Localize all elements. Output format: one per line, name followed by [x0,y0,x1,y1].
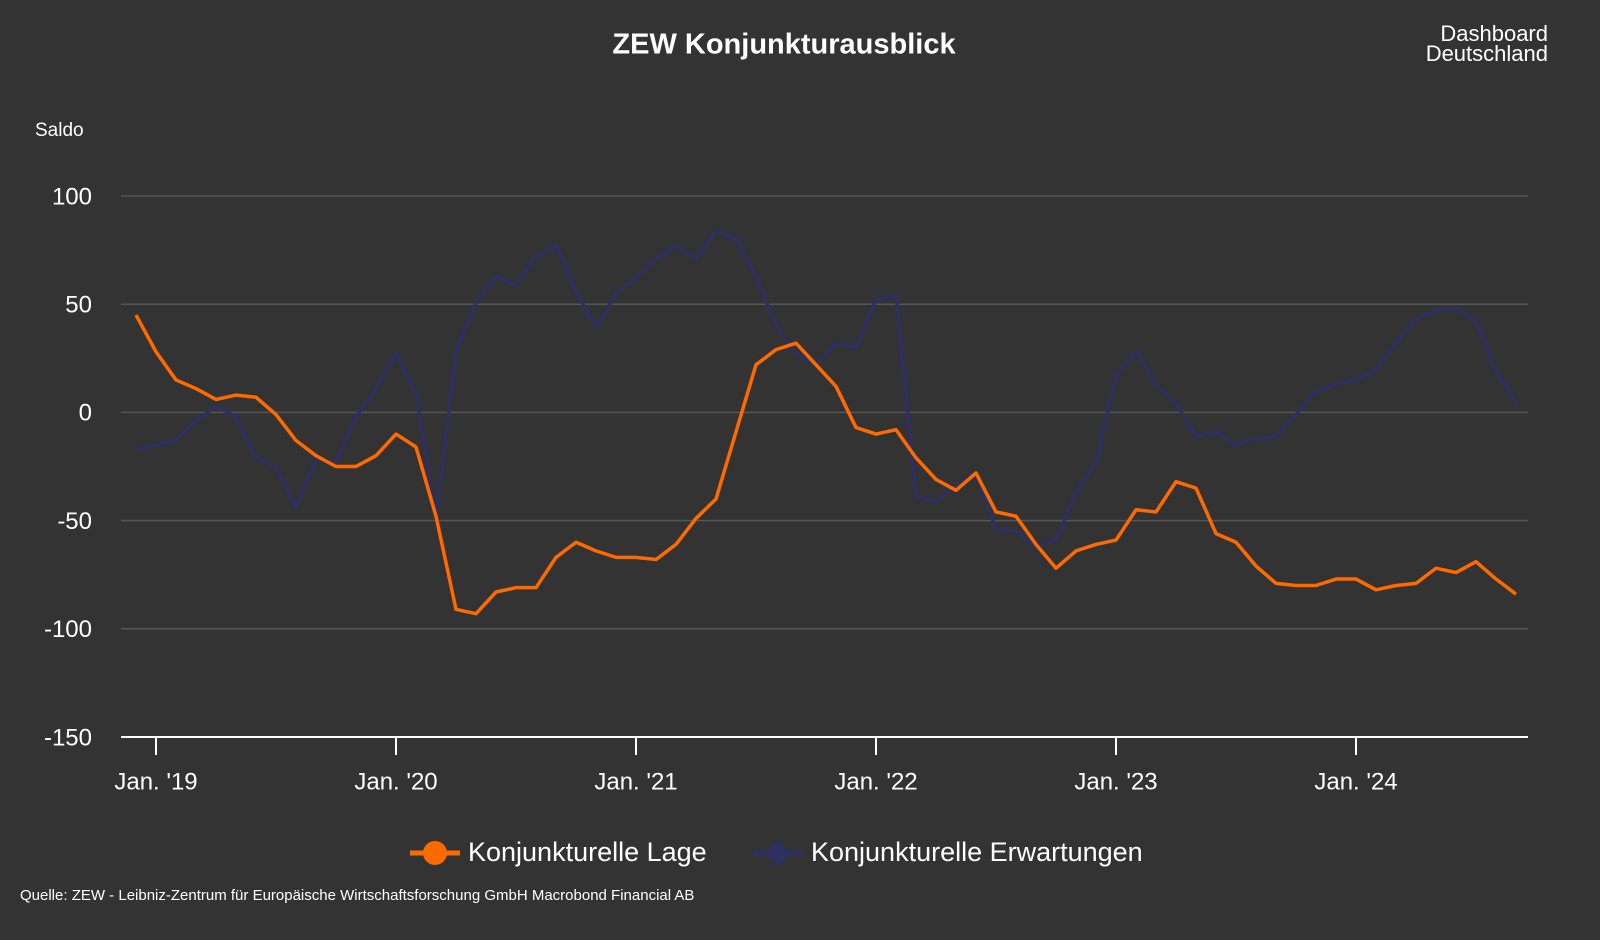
y-tick-label: 0 [79,400,92,427]
x-tick-label: Jan. '22 [834,768,917,795]
x-tick-label: Jan. '19 [114,768,197,795]
source: Quelle: ZEW - Leibniz-Zentrum für Europä… [20,887,694,904]
y-tick-label: -100 [44,616,92,643]
legend-label: Konjunkturelle Lage [468,837,707,867]
y-axis-label: Saldo [35,120,84,141]
x-tick-label: Jan. '20 [354,768,437,795]
chart-title: ZEW Konjunkturausblick [612,29,956,61]
legend-marker [423,841,447,865]
x-tick-label: Jan. '24 [1314,768,1397,795]
series-line [134,314,1518,616]
x-tick-label: Jan. '21 [594,768,677,795]
legend-label: Konjunkturelle Erwartungen [811,837,1143,867]
logo-line-1: Dashboard [1440,21,1548,46]
x-tick-label: Jan. '23 [1074,768,1157,795]
y-tick-label: -150 [44,724,92,751]
y-tick-label: 50 [65,292,92,319]
legend-marker [765,840,791,866]
y-tick-label: 100 [52,183,92,210]
series-line [135,228,1518,549]
y-tick-label: -50 [57,508,92,535]
logo-line-2: Deutschland [1426,41,1548,66]
